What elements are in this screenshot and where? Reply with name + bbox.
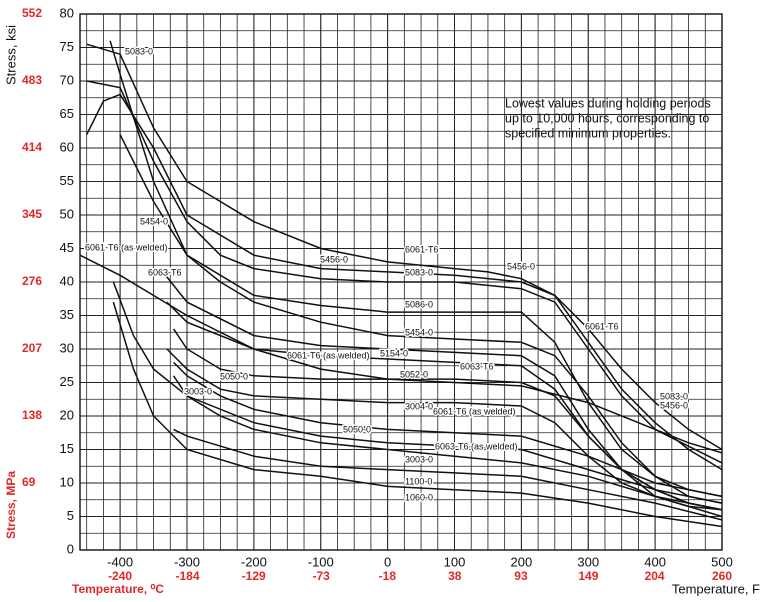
curve-label: 6061-T6 [405, 244, 439, 254]
curve-label: 1100-0 [405, 476, 432, 486]
plot-frame [79, 13, 723, 551]
y-tick-label: 50 [60, 206, 74, 221]
curve-label: 3003-0 [405, 454, 433, 464]
y2-tick-label: 69 [22, 475, 36, 489]
y-tick-label: 80 [60, 5, 74, 20]
curve [173, 428, 723, 521]
curve [109, 40, 723, 504]
y2-tick-label: 207 [22, 341, 42, 355]
x-tick-label: -100 [308, 554, 334, 569]
annotation: Lowest values during holding periods [505, 96, 711, 110]
x-axis-title: Temperature, F [672, 581, 760, 596]
x2-tick-label: 38 [448, 569, 462, 583]
y-tick-label: 25 [60, 374, 74, 389]
x2-tick-label: 260 [712, 569, 732, 583]
curve-label: 5086-0 [405, 299, 433, 309]
y2-tick-label: 414 [22, 140, 42, 154]
y-tick-label: 15 [60, 441, 74, 456]
curve [173, 361, 723, 498]
annotation: up to 10,000 hours, corresponding to [505, 111, 709, 125]
y-tick-label: 0 [67, 541, 74, 556]
curve-label: 5456-0 [660, 400, 688, 410]
y2-tick-label: 345 [22, 207, 42, 221]
curve-label: 5083-0 [125, 46, 153, 56]
x-tick-label: 300 [577, 554, 599, 569]
y2-tick-label: 138 [22, 408, 42, 422]
curve [159, 268, 723, 511]
curve [172, 328, 723, 511]
x2-axis-title: Temperature, ⁰C [72, 582, 164, 596]
x-tick-label: -200 [241, 554, 267, 569]
y-tick-label: 40 [60, 273, 74, 288]
y-axis-title: Stress, ksi [3, 25, 18, 85]
curve-label: 5154-0 [380, 348, 408, 358]
y-tick-label: 20 [60, 407, 74, 422]
x2-tick-label: 204 [645, 569, 665, 583]
curve [86, 43, 723, 451]
grid [80, 13, 723, 551]
curve-label: 5454-0 [405, 327, 433, 337]
y-tick-label: 75 [60, 39, 74, 54]
y-tick-label: 70 [60, 72, 74, 87]
x2-tick-label: -73 [312, 569, 330, 583]
curve-label: 5083-0 [660, 391, 688, 401]
y-tick-label: 30 [60, 340, 74, 355]
y-tick-label: 35 [60, 307, 74, 322]
curve [119, 134, 723, 498]
curve-label: 6061-T6 [585, 321, 619, 331]
y2-tick-label: 483 [22, 73, 42, 87]
curve-label: 5050-0 [220, 371, 248, 381]
y-tick-label: 65 [60, 106, 74, 121]
y-tick-label: 55 [60, 173, 74, 188]
curve-label: 5454-0 [140, 216, 168, 226]
curve-label: 5456-0 [507, 261, 535, 271]
curve-label: 6063-T6 (as welded) [435, 441, 518, 451]
x-tick-label: -300 [174, 554, 200, 569]
y-tick-label: 45 [60, 240, 74, 255]
curve [86, 80, 723, 454]
x2-tick-label: -18 [379, 569, 397, 583]
x-tick-label: 500 [711, 554, 733, 569]
curve-label: 6063-T6 [148, 267, 182, 277]
x-tick-label: 400 [644, 554, 666, 569]
curve-label: 3003-0 [184, 386, 212, 396]
y2-tick-label: 552 [22, 6, 42, 20]
y-tick-label: 5 [67, 508, 74, 523]
x2-tick-label: -240 [108, 569, 132, 583]
x2-tick-label: -184 [175, 569, 199, 583]
curve [86, 93, 723, 471]
curve [112, 301, 723, 528]
curve-label: 5083-0 [405, 267, 433, 277]
x-tick-label: 100 [444, 554, 466, 569]
y-tick-label: 60 [60, 139, 74, 154]
curve [112, 281, 723, 504]
curve-label: 6063-T6 [460, 361, 494, 371]
x2-tick-label: 93 [514, 569, 528, 583]
curve-label: 6061-T6 (as welded) [85, 242, 168, 252]
y2-axis-title: Stress, MPa [4, 471, 18, 539]
curve [166, 348, 723, 511]
curve-label: 6061-T6 (as welded) [287, 350, 370, 360]
y-tick-label: 10 [60, 474, 74, 489]
x-tick-label: -400 [107, 554, 133, 569]
curve-label: 5052-0 [400, 369, 428, 379]
x2-tick-label: 149 [578, 569, 598, 583]
x-tick-label: 200 [511, 554, 533, 569]
curve-label: 1060-0 [405, 492, 433, 502]
curve-label: 3004-0 [405, 401, 433, 411]
curve-label: 5050-0 [343, 424, 371, 434]
x2-tick-label: -129 [242, 569, 266, 583]
curve-label: 5456-0 [320, 254, 348, 264]
curve-label: 6061-T6 (as welded) [433, 406, 516, 416]
curve [172, 375, 723, 518]
x-tick-label: 0 [384, 554, 391, 569]
y2-tick-label: 276 [22, 274, 42, 288]
